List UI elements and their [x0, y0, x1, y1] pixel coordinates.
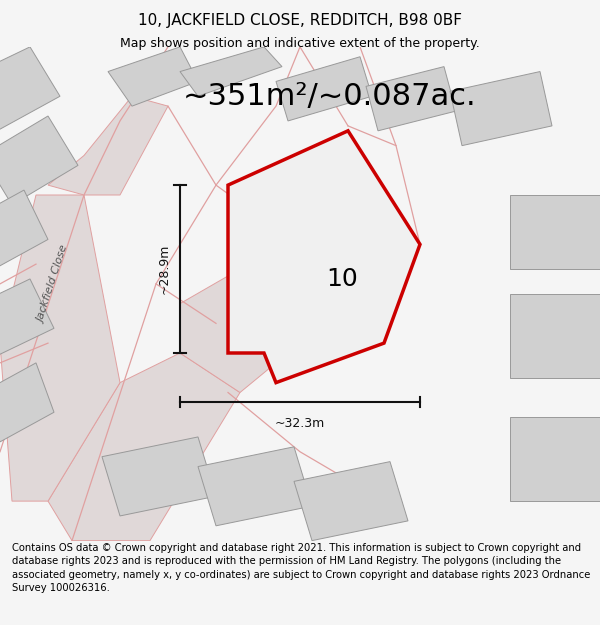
Polygon shape: [228, 131, 420, 382]
Polygon shape: [0, 195, 120, 501]
Text: Contains OS data © Crown copyright and database right 2021. This information is : Contains OS data © Crown copyright and d…: [12, 543, 590, 592]
Polygon shape: [510, 418, 600, 501]
Text: 10, JACKFIELD CLOSE, REDDITCH, B98 0BF: 10, JACKFIELD CLOSE, REDDITCH, B98 0BF: [138, 13, 462, 28]
Polygon shape: [0, 363, 54, 442]
Text: 10: 10: [326, 267, 358, 291]
Polygon shape: [198, 447, 312, 526]
Polygon shape: [108, 47, 198, 106]
Polygon shape: [48, 353, 240, 541]
Polygon shape: [102, 437, 216, 516]
Polygon shape: [180, 269, 330, 392]
Text: ~351m²/~0.087ac.: ~351m²/~0.087ac.: [183, 82, 477, 111]
Polygon shape: [366, 67, 456, 131]
Polygon shape: [510, 294, 600, 378]
Text: ~32.3m: ~32.3m: [275, 418, 325, 430]
Polygon shape: [0, 47, 60, 136]
Text: Jackfield Close: Jackfield Close: [37, 244, 71, 324]
Text: ~28.9m: ~28.9m: [158, 244, 171, 294]
Polygon shape: [0, 279, 54, 363]
Polygon shape: [510, 195, 600, 269]
Polygon shape: [276, 57, 372, 121]
Text: Map shows position and indicative extent of the property.: Map shows position and indicative extent…: [120, 36, 480, 49]
Polygon shape: [48, 96, 168, 195]
Polygon shape: [180, 47, 282, 96]
Polygon shape: [0, 190, 48, 279]
Polygon shape: [294, 462, 408, 541]
Polygon shape: [450, 71, 552, 146]
Polygon shape: [0, 116, 78, 205]
